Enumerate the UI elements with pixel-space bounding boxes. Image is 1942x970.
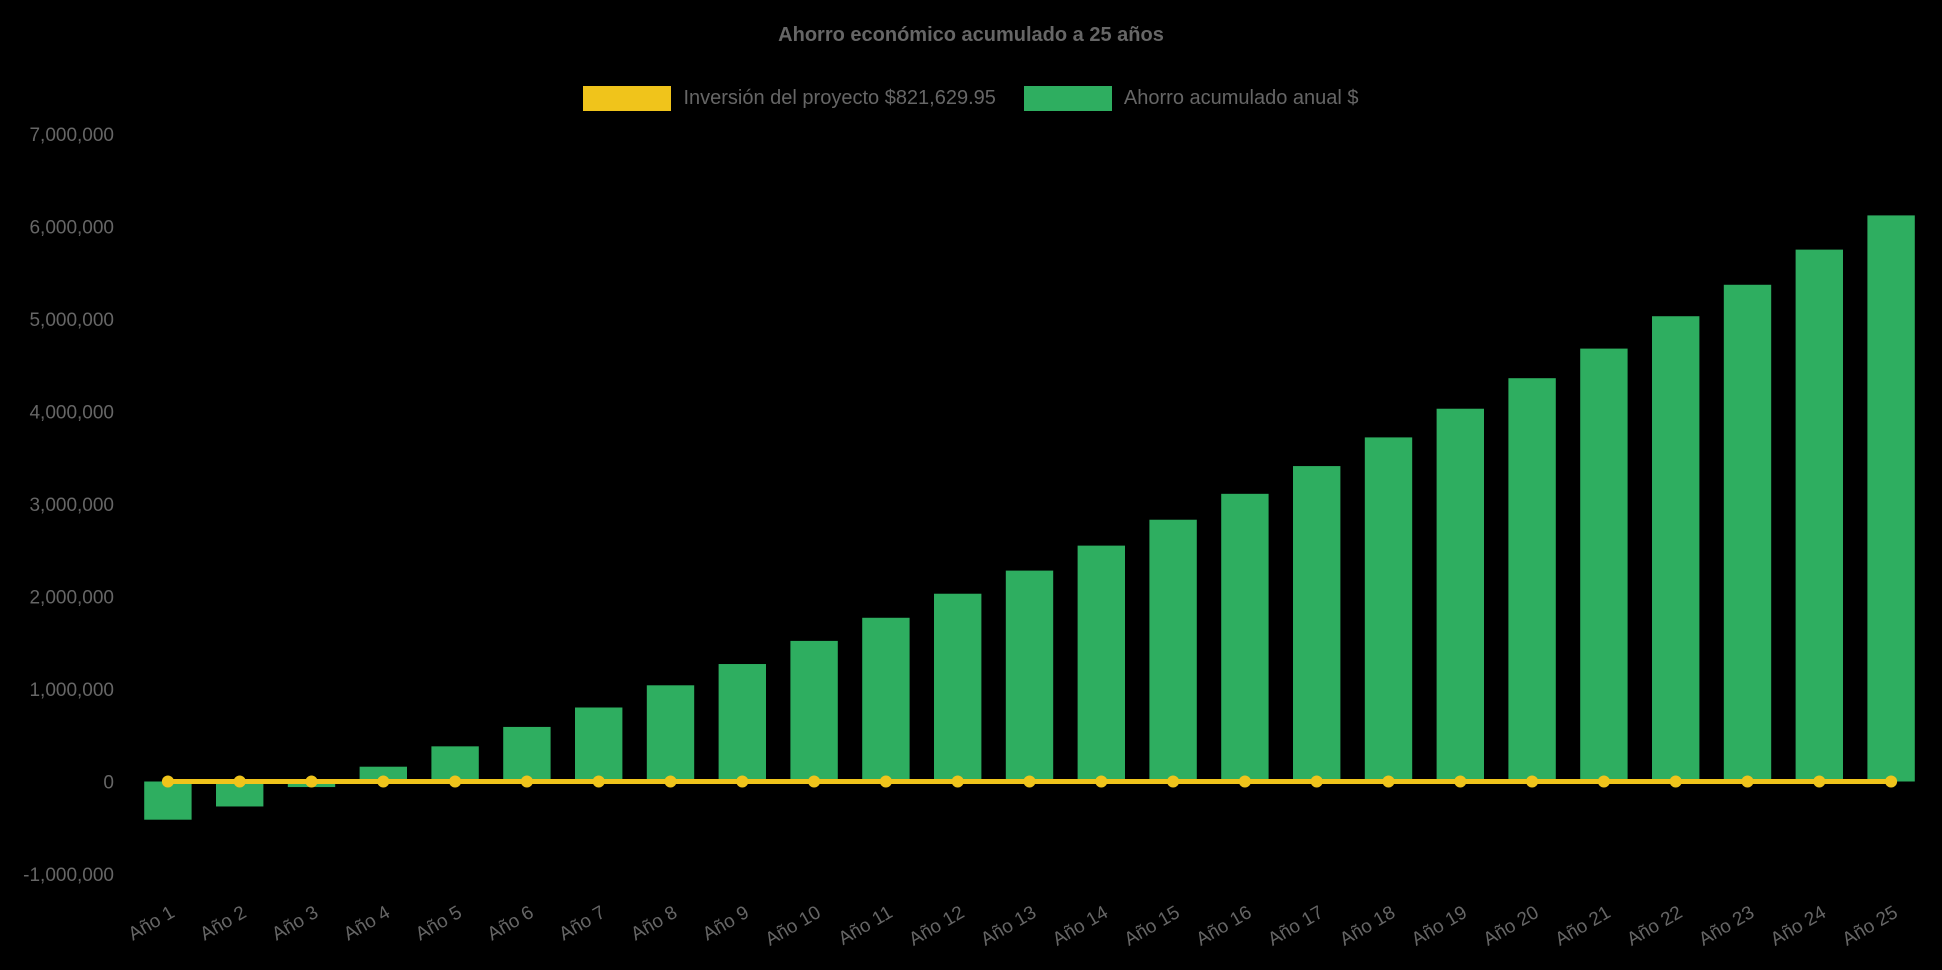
- x-axis-label: Año 15: [1121, 902, 1184, 950]
- x-axis-label: Año 7: [556, 902, 610, 945]
- investment-point[interactable]: [1526, 775, 1539, 788]
- savings-bar[interactable]: [1436, 408, 1484, 782]
- savings-bar[interactable]: [934, 593, 982, 782]
- y-axis-tick-label: 6,000,000: [29, 218, 114, 239]
- x-axis-label: Año 16: [1193, 902, 1256, 950]
- x-axis-label: Año 6: [484, 902, 538, 945]
- x-axis-label: Año 10: [762, 902, 825, 950]
- x-axis-label: Año 4: [340, 902, 394, 945]
- savings-bar[interactable]: [1149, 519, 1197, 782]
- investment-point[interactable]: [1741, 775, 1754, 788]
- y-axis-tick-label: 4,000,000: [29, 403, 114, 424]
- x-axis-label: Año 11: [835, 902, 896, 950]
- x-axis-label: Año 5: [412, 902, 466, 945]
- investment-point[interactable]: [1885, 775, 1898, 788]
- savings-bar[interactable]: [1005, 570, 1054, 782]
- legend-item-savings[interactable]: Ahorro acumulado anual $: [1023, 86, 1359, 111]
- x-axis-label: Año 8: [627, 902, 681, 945]
- investment-point[interactable]: [1597, 775, 1610, 788]
- legend-label-investment: Inversión del proyecto $821,629.95: [683, 87, 996, 109]
- y-axis-tick-label: 7,000,000: [29, 125, 114, 146]
- investment-point[interactable]: [161, 775, 174, 788]
- x-axis-label: Año 25: [1839, 902, 1902, 950]
- x-axis-label: Año 22: [1624, 902, 1687, 950]
- legend-label-savings: Ahorro acumulado anual $: [1123, 87, 1359, 109]
- savings-bar[interactable]: [144, 781, 192, 820]
- investment-point[interactable]: [305, 775, 318, 788]
- investment-point[interactable]: [377, 775, 390, 788]
- x-axis-label: Año 21: [1552, 902, 1615, 950]
- investment-point[interactable]: [1382, 775, 1395, 788]
- x-axis-label: Año 3: [268, 902, 322, 945]
- x-axis-label: Año 12: [906, 902, 969, 950]
- x-axis-label: Año 20: [1480, 902, 1543, 950]
- x-axis-label: Año 9: [699, 902, 753, 945]
- investment-point[interactable]: [808, 775, 821, 788]
- investment-point[interactable]: [1813, 775, 1826, 788]
- legend-item-investment[interactable]: Inversión del proyecto $821,629.95: [583, 86, 996, 111]
- investment-point[interactable]: [879, 775, 892, 788]
- investment-point[interactable]: [1310, 775, 1323, 788]
- legend-swatch-savings-icon: [1023, 86, 1112, 111]
- y-axis-tick-label: -1,000,000: [23, 865, 114, 886]
- investment-point[interactable]: [1167, 775, 1180, 788]
- chart-legend: Inversión del proyecto $821,629.95 Ahorr…: [0, 86, 1942, 111]
- investment-point[interactable]: [449, 775, 462, 788]
- savings-bar[interactable]: [1077, 545, 1125, 782]
- savings-bar[interactable]: [575, 707, 623, 782]
- investment-point[interactable]: [1023, 775, 1036, 788]
- x-axis-label: Año 17: [1265, 902, 1328, 950]
- investment-point[interactable]: [233, 775, 246, 788]
- savings-bar[interactable]: [1293, 466, 1341, 782]
- investment-point[interactable]: [520, 775, 533, 788]
- savings-bar[interactable]: [1221, 493, 1269, 782]
- chart-title: Ahorro económico acumulado a 25 años: [778, 24, 1164, 46]
- savings-bar[interactable]: [1580, 348, 1628, 782]
- investment-point[interactable]: [664, 775, 677, 788]
- y-axis-tick-label: 0: [103, 773, 114, 794]
- x-axis-label: Año 13: [977, 902, 1040, 950]
- investment-point[interactable]: [592, 775, 605, 788]
- savings-bar[interactable]: [646, 685, 695, 782]
- legend-swatch-investment-icon: [583, 86, 672, 111]
- investment-point[interactable]: [951, 775, 964, 788]
- x-axis-label: Año 1: [125, 902, 179, 945]
- investment-point[interactable]: [1238, 775, 1251, 788]
- savings-bar[interactable]: [1723, 284, 1772, 782]
- y-axis-tick-label: 3,000,000: [29, 495, 114, 516]
- investment-point[interactable]: [736, 775, 749, 788]
- y-axis-tick-label: 5,000,000: [29, 310, 114, 331]
- y-axis-tick-label: 1,000,000: [29, 680, 114, 701]
- savings-bar[interactable]: [1795, 249, 1843, 782]
- x-axis-label: Año 24: [1767, 902, 1830, 951]
- y-axis-tick-label: 2,000,000: [29, 588, 114, 609]
- savings-bar[interactable]: [862, 617, 910, 782]
- x-axis-label: Año 14: [1049, 902, 1112, 951]
- x-axis-label: Año 23: [1695, 902, 1758, 950]
- investment-point[interactable]: [1454, 775, 1467, 788]
- savings-bar[interactable]: [1364, 437, 1413, 782]
- x-axis-label: Año 2: [197, 902, 251, 945]
- savings-bar[interactable]: [1867, 215, 1915, 782]
- x-axis-label: Año 18: [1336, 902, 1399, 950]
- investment-point[interactable]: [1669, 775, 1682, 788]
- savings-bar[interactable]: [359, 766, 407, 782]
- savings-bar[interactable]: [503, 726, 551, 782]
- savings-bar[interactable]: [1508, 378, 1556, 782]
- x-axis-label: Año 19: [1408, 902, 1471, 950]
- investment-point[interactable]: [1095, 775, 1108, 788]
- savings-bar[interactable]: [1652, 316, 1700, 782]
- savings-bar[interactable]: [790, 640, 838, 782]
- savings-bar[interactable]: [718, 664, 766, 782]
